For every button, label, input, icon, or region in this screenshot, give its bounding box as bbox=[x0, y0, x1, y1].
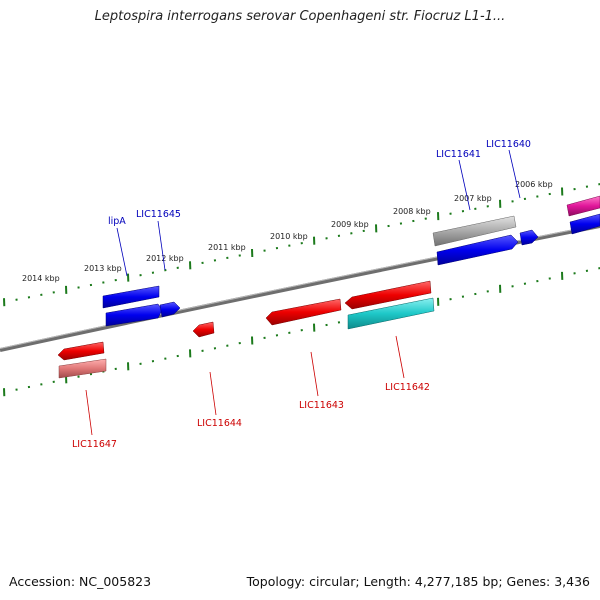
gene-lipA[interactable] bbox=[102, 285, 160, 309]
genome-summary-text: Topology: circular; Length: 4,277,185 bp… bbox=[246, 574, 590, 589]
scale-labels: 2014 kbp 2013 kbp 2012 kbp 2011 kbp 2010… bbox=[22, 180, 553, 283]
scale-label: 2013 kbp bbox=[84, 264, 122, 273]
gene-label-lipA[interactable]: lipA bbox=[108, 216, 126, 227]
gene-labels: lipA LIC11645 LIC11641 LIC11640 LIC11647… bbox=[72, 139, 531, 450]
gene-LIC11644[interactable] bbox=[192, 321, 215, 338]
gene-edge-magenta[interactable] bbox=[566, 195, 600, 217]
gene-LIC11647-pink[interactable] bbox=[58, 358, 107, 379]
gene-label-LIC11645[interactable]: LIC11645 bbox=[136, 209, 181, 220]
forward-scale-ticks bbox=[3, 183, 600, 307]
scale-label: 2012 kbp bbox=[146, 254, 184, 263]
scale-label: 2010 kbp bbox=[270, 232, 308, 241]
scale-label: 2006 kbp bbox=[515, 180, 553, 189]
gene-label-LIC11642[interactable]: LIC11642 bbox=[385, 382, 430, 393]
label-leaders bbox=[85, 149, 521, 436]
scale-label: 2008 kbp bbox=[393, 207, 431, 216]
gene-LIC11647[interactable] bbox=[57, 341, 105, 361]
gene-LIC11641[interactable] bbox=[436, 234, 519, 266]
accession-text: Accession: NC_005823 bbox=[9, 574, 152, 589]
scale-label: 2011 kbp bbox=[208, 243, 246, 252]
gene-small-forward[interactable] bbox=[159, 301, 181, 318]
gene-label-LIC11640[interactable]: LIC11640 bbox=[486, 139, 531, 150]
gene-LIC11641-gray[interactable] bbox=[432, 215, 517, 247]
scale-label: 2009 kbp bbox=[331, 220, 369, 229]
scale-label: 2014 kbp bbox=[22, 274, 60, 283]
reverse-genes bbox=[57, 280, 435, 379]
map-title: Leptospira interrogans serovar Copenhage… bbox=[94, 9, 506, 24]
gene-label-LIC11643[interactable]: LIC11643 bbox=[299, 400, 344, 411]
gene-LIC11643[interactable] bbox=[265, 298, 342, 326]
gene-label-LIC11647[interactable]: LIC11647 bbox=[72, 439, 117, 450]
gene-LIC11642[interactable] bbox=[344, 280, 432, 310]
gene-label-LIC11644[interactable]: LIC11644 bbox=[197, 418, 242, 429]
scale-label: 2007 kbp bbox=[454, 194, 492, 203]
gene-edge-blue[interactable] bbox=[569, 213, 600, 235]
forward-genes bbox=[102, 195, 600, 327]
gene-LIC11645[interactable] bbox=[105, 303, 163, 327]
gene-label-LIC11641[interactable]: LIC11641 bbox=[436, 149, 481, 160]
gene-LIC11640[interactable] bbox=[519, 229, 539, 246]
gene-LIC11642-teal[interactable] bbox=[347, 297, 435, 330]
